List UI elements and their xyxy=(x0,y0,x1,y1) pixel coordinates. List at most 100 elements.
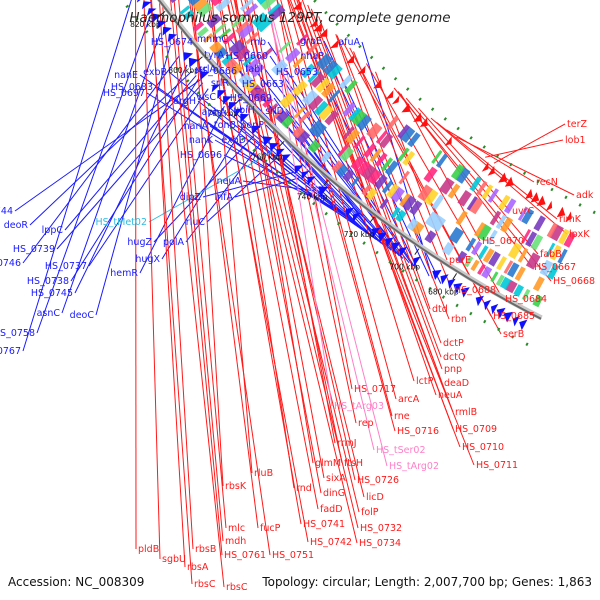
forward-gene-leader-line xyxy=(61,32,161,314)
feature-block xyxy=(350,109,367,126)
reverse-gene-label: lpxK xyxy=(569,229,590,240)
feature-block xyxy=(477,245,489,260)
feature-block xyxy=(507,242,523,260)
feature-block xyxy=(275,110,289,124)
forward-gene-label: infA xyxy=(214,192,233,203)
forward-gene-arrow xyxy=(440,274,449,285)
reverse-gene-label: mlc xyxy=(228,523,245,534)
feature-block xyxy=(251,12,268,28)
forward-gene-arrow xyxy=(461,287,470,298)
reverse-gene-arrow xyxy=(487,165,495,176)
feature-block xyxy=(292,80,308,96)
feature-block xyxy=(431,150,443,164)
feature-block xyxy=(353,135,366,149)
reverse-gene-leader-line xyxy=(276,0,353,390)
map-title: Haemophilus somnus 129PT, complete genom… xyxy=(129,10,450,26)
feature-block xyxy=(310,72,326,88)
feature-block xyxy=(192,21,205,32)
reverse-gene-label: HS_0710 xyxy=(462,442,504,453)
feature-block xyxy=(242,54,256,67)
forward-gene-label: tonB xyxy=(214,120,236,131)
feature-block xyxy=(500,216,514,233)
reverse-gene-label: HS_0709 xyxy=(455,424,497,435)
forward-gene-leader-line xyxy=(153,135,255,243)
feature-block xyxy=(307,70,321,84)
forward-gene-leader-line xyxy=(22,55,180,264)
forward-gene-leader-line xyxy=(36,18,150,334)
reverse-gene-label: rep xyxy=(358,418,374,429)
forward-gene-arrow xyxy=(240,113,249,123)
feature-block xyxy=(431,194,445,210)
reverse-gene-arrow xyxy=(413,112,422,122)
forward-gene-label: grpE xyxy=(300,36,322,47)
reverse-gene-arrow xyxy=(556,206,566,218)
kbp-tick xyxy=(278,140,285,147)
feature-block xyxy=(296,129,311,144)
feature-block xyxy=(278,40,292,54)
feature-block xyxy=(256,0,267,5)
reverse-gene-label: rnd xyxy=(296,483,312,494)
feature-block xyxy=(486,229,498,245)
forward-gene-arrow xyxy=(447,278,456,289)
reverse-gene-label: folP xyxy=(361,507,379,518)
feature-block xyxy=(369,148,382,163)
forward-gene-leader-line xyxy=(242,180,315,192)
accession-label: Accession: NC_008309 xyxy=(8,575,144,589)
feature-block xyxy=(533,215,546,232)
reverse-gene-leader-line xyxy=(190,0,259,529)
feature-block xyxy=(442,241,455,256)
forward-gene-arrow xyxy=(262,136,273,147)
forward-gene-label: nanK xyxy=(189,135,214,146)
feature-block xyxy=(365,187,378,201)
reverse-gene-label: ftsH xyxy=(344,458,363,469)
forward-gene-arrow xyxy=(519,319,528,331)
feature-block xyxy=(424,230,437,244)
reverse-gene-label: pldB xyxy=(138,544,159,555)
kbp-label: 780 kbp xyxy=(208,109,239,118)
reverse-gene-leader-line xyxy=(456,136,575,196)
reverse-gene-label: glmM xyxy=(315,458,341,469)
reverse-gene-label: serB xyxy=(503,329,524,340)
feature-block xyxy=(539,259,554,277)
feature-block xyxy=(406,218,419,231)
trna-reverse-label: HS_tArg02 xyxy=(389,461,439,472)
feature-block xyxy=(350,176,361,187)
forward-gene-label: rluC xyxy=(186,217,206,228)
feature-block xyxy=(563,231,576,248)
feature-block xyxy=(243,3,259,17)
feature-block xyxy=(238,23,255,40)
feature-block xyxy=(315,77,331,93)
reverse-gene-arrow xyxy=(444,136,452,146)
forward-gene-label: HS_0697 xyxy=(103,88,145,99)
forward-gene-leader-line xyxy=(361,41,433,279)
feature-block xyxy=(206,13,222,29)
feature-block xyxy=(271,59,288,76)
forward-gene-arrow xyxy=(167,33,178,43)
reverse-gene-label: HS_0688 xyxy=(454,285,496,296)
feature-block xyxy=(374,152,388,167)
feature-block xyxy=(292,125,305,139)
forward-gene-arrow xyxy=(211,84,221,93)
feature-block xyxy=(326,62,343,80)
forward-gene-arrow xyxy=(188,57,199,68)
kbp-label: 740 kbp xyxy=(297,192,328,201)
feature-block xyxy=(496,256,507,271)
feature-block xyxy=(503,260,514,274)
reverse-gene-label: licD xyxy=(366,492,384,503)
trna-reverse-label: HS_tSer02 xyxy=(376,445,426,456)
reverse-gene-label: HS_0726 xyxy=(357,475,399,486)
forward-gene-label: mnmC xyxy=(197,34,229,45)
feature-block xyxy=(305,42,319,56)
reverse-gene-leader-line xyxy=(178,0,227,529)
feature-block xyxy=(311,122,327,138)
feature-block xyxy=(342,169,355,182)
reverse-gene-label: mdh xyxy=(225,536,246,547)
reverse-gene-label: recN xyxy=(536,177,558,188)
forward-gene-arrow xyxy=(223,96,232,105)
reverse-gene-label: deaD xyxy=(444,378,469,389)
forward-gene-leader-line xyxy=(70,78,200,282)
feature-block xyxy=(447,183,461,199)
reverse-gene-leader-line xyxy=(276,0,396,432)
feature-block xyxy=(507,262,520,278)
reverse-gene-label: HS_0667 xyxy=(534,262,576,273)
